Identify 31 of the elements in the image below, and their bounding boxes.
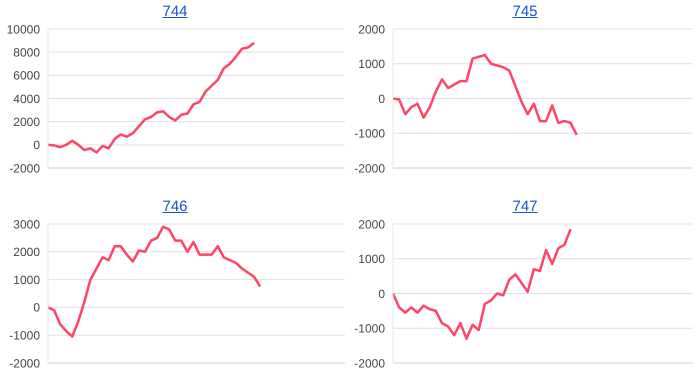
y-tick-label: 2000: [13, 245, 40, 260]
line-series: [392, 228, 572, 340]
y-tick-label: 1000: [358, 252, 386, 266]
chart-title: 746: [161, 197, 189, 217]
y-tick-label: -1000: [354, 322, 386, 336]
y-tick-label: -2000: [354, 356, 386, 370]
chart-title: 745: [511, 2, 539, 22]
y-tick-label: 8000: [13, 45, 40, 60]
y-tick-label: 0: [378, 92, 386, 106]
y-tick-label: -2000: [9, 161, 40, 176]
line-series: [392, 54, 578, 136]
y-tick-label: -2000: [354, 161, 386, 176]
y-tick-label: 0: [378, 286, 386, 301]
y-tick-label: 10000: [6, 22, 40, 36]
y-tick-label: 4000: [13, 92, 40, 106]
y-tick-label: 6000: [13, 68, 40, 83]
chart-title: 744: [161, 2, 189, 22]
line-series: [46, 42, 256, 154]
y-tick-label: 1000: [13, 272, 40, 287]
y-tick-label: -1000: [9, 328, 40, 342]
y-tick-label: 0: [33, 300, 40, 315]
y-tick-label: 2000: [13, 114, 40, 129]
y-tick-label: -2000: [9, 356, 40, 370]
y-tick-label: 0: [33, 138, 40, 152]
y-tick-label: 1000: [358, 57, 386, 72]
chart-title: 747: [511, 197, 539, 217]
y-tick-label: -1000: [354, 126, 386, 141]
y-tick-label: 3000: [13, 217, 40, 232]
line-series: [46, 226, 262, 338]
y-tick-label: 2000: [358, 217, 386, 232]
y-tick-label: 2000: [358, 22, 386, 36]
